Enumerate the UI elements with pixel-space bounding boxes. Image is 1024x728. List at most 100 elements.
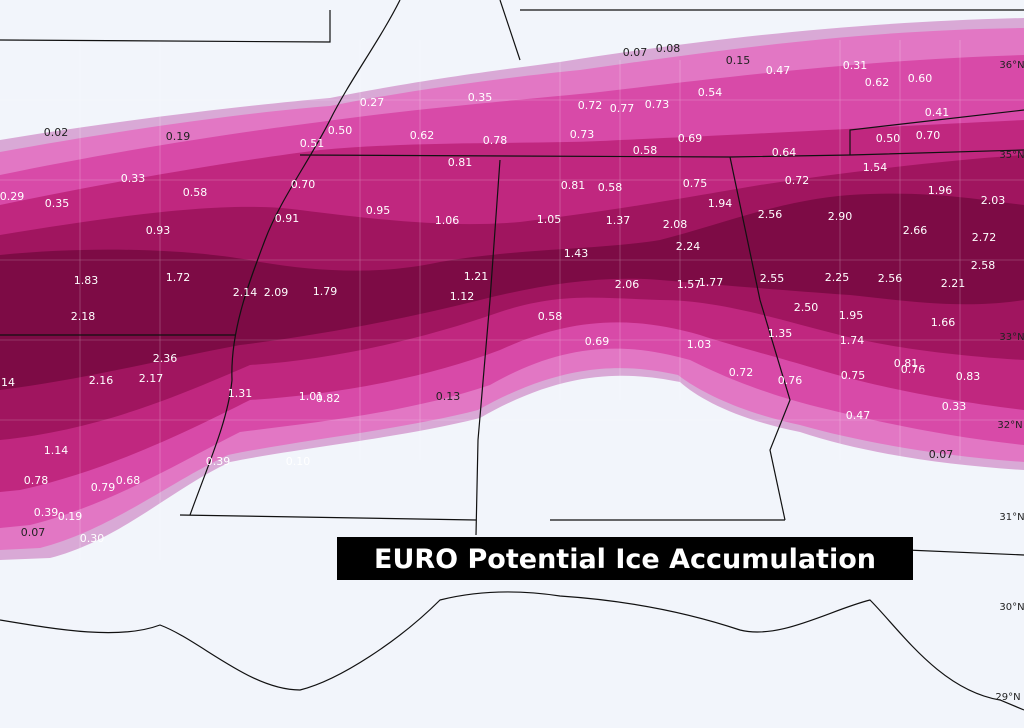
ice-value: 0.33 xyxy=(121,172,146,185)
latitude-label: 29°N xyxy=(995,692,1020,703)
ice-value: 1.43 xyxy=(564,247,589,260)
ice-value: 0.58 xyxy=(183,186,208,199)
ice-value: 1.05 xyxy=(537,213,562,226)
ice-value: 0.39 xyxy=(34,506,59,519)
ice-value: 0.91 xyxy=(275,212,300,225)
ice-value: 0.15 xyxy=(726,54,751,67)
ice-value: 1.77 xyxy=(699,276,724,289)
ice-value: 0.39 xyxy=(206,455,231,468)
ice-value: 1.83 xyxy=(74,274,99,287)
ice-value: 0.35 xyxy=(468,91,493,104)
ice-value: 2.25 xyxy=(825,271,850,284)
ice-value: 0.76 xyxy=(901,363,926,376)
ice-value: 0.02 xyxy=(44,126,69,139)
ice-value: 0.72 xyxy=(785,174,810,187)
ice-value: 2.17 xyxy=(139,372,164,385)
ice-value: 0.30 xyxy=(80,532,105,545)
ice-value: 2.90 xyxy=(828,210,853,223)
ice-value: 0.60 xyxy=(908,72,933,85)
ice-value: 1.96 xyxy=(928,184,953,197)
ice-value: 2.09 xyxy=(264,286,289,299)
ice-value: 0.69 xyxy=(678,132,703,145)
ice-value: 0.93 xyxy=(146,224,171,237)
ice-value: 1.01 xyxy=(299,390,324,403)
ice-value: 2.36 xyxy=(153,352,178,365)
ice-value: 0.81 xyxy=(561,179,586,192)
ice-value: 0.50 xyxy=(876,132,901,145)
ice-value: 0.72 xyxy=(729,366,754,379)
ice-value: 2.50 xyxy=(794,301,819,314)
ice-value: 2.06 xyxy=(615,278,640,291)
ice-value: 2.72 xyxy=(972,231,997,244)
ice-value: 1.66 xyxy=(931,316,956,329)
ice-value: 0.62 xyxy=(410,129,435,142)
ice-value: 0.29 xyxy=(0,190,24,203)
ice-value: 0.19 xyxy=(58,510,83,523)
ice-value: 0.19 xyxy=(166,130,191,143)
ice-value: 1.95 xyxy=(839,309,864,322)
latitude-label: 35°N xyxy=(999,150,1024,161)
ice-value: 1.74 xyxy=(840,334,865,347)
ice-value: 0.75 xyxy=(841,369,866,382)
ice-value: 0.81 xyxy=(894,357,919,370)
ice-value: 0.07 xyxy=(929,448,954,461)
ice-value: 1.21 xyxy=(464,270,489,283)
ice-value: 1.12 xyxy=(450,290,475,303)
ice-value: 2.18 xyxy=(71,310,96,323)
ice-value: 1.94 xyxy=(708,197,733,210)
ice-value: 14 xyxy=(1,376,15,389)
ice-value: 0.95 xyxy=(366,204,391,217)
ice-value: 1.79 xyxy=(313,285,338,298)
ice-value: 0.78 xyxy=(24,474,49,487)
ice-value: 0.47 xyxy=(846,409,871,422)
ice-value: 0.73 xyxy=(645,98,670,111)
latitude-label: 31°N xyxy=(999,512,1024,523)
ice-value: 0.76 xyxy=(778,374,803,387)
ice-value: 0.50 xyxy=(328,124,353,137)
county-lines xyxy=(0,40,1024,560)
ice-value: 0.58 xyxy=(633,144,658,157)
ice-value: 0.70 xyxy=(291,178,316,191)
ice-value: 0.51 xyxy=(300,137,325,150)
ice-value: 2.58 xyxy=(971,259,996,272)
ice-value: 0.08 xyxy=(656,42,681,55)
latitude-label: 36°N xyxy=(999,60,1024,71)
ice-value: 0.78 xyxy=(483,134,508,147)
ice-value: 1.03 xyxy=(687,338,712,351)
latitude-label: 33°N xyxy=(999,332,1024,343)
ice-labels: 0.07 0.08 0.15 0.47 0.31 0.62 0.60 0.41 0.50 0.70… xyxy=(0,42,1005,545)
ice-value: 0.31 xyxy=(843,59,868,72)
ice-value: 1.35 xyxy=(768,327,793,340)
ice-value: 1.06 xyxy=(435,214,460,227)
ice-value: 0.41 xyxy=(925,106,950,119)
ice-value: 0.73 xyxy=(570,128,595,141)
ice-value: 0.58 xyxy=(538,310,563,323)
ice-value: 2.56 xyxy=(758,208,783,221)
ice-value: 0.54 xyxy=(698,86,723,99)
ice-value: 0.10 xyxy=(286,455,311,468)
ice-value: 0.07 xyxy=(21,526,46,539)
latitude-labels: 36°N 35°N 33°N 32°N 31°N 30°N 29°N xyxy=(995,60,1024,703)
latitude-label: 30°N xyxy=(999,602,1024,613)
ice-value: 0.58 xyxy=(598,181,623,194)
ice-value: 2.21 xyxy=(941,277,966,290)
map-title: EURO Potential Ice Accumulation xyxy=(374,544,876,575)
ice-value: 0.68 xyxy=(116,474,141,487)
ice-value: 2.03 xyxy=(981,194,1006,207)
ice-value: 0.07 xyxy=(623,46,648,59)
ice-value: 0.64 xyxy=(772,146,797,159)
ice-value: 1.57 xyxy=(677,278,702,291)
ice-value: 0.77 xyxy=(610,102,635,115)
ice-value: 1.37 xyxy=(606,214,631,227)
ice-value: 2.55 xyxy=(760,272,785,285)
ice-value: 0.47 xyxy=(766,64,791,77)
ice-value: 1.14 xyxy=(44,444,69,457)
ice-value: 2.56 xyxy=(878,272,903,285)
ice-value: 2.08 xyxy=(663,218,688,231)
ice-value: 2.14 xyxy=(233,286,258,299)
title-box xyxy=(337,537,913,580)
ice-value: 0.75 xyxy=(683,177,708,190)
ice-value: 0.82 xyxy=(316,392,341,405)
ice-value: 1.54 xyxy=(863,161,888,174)
